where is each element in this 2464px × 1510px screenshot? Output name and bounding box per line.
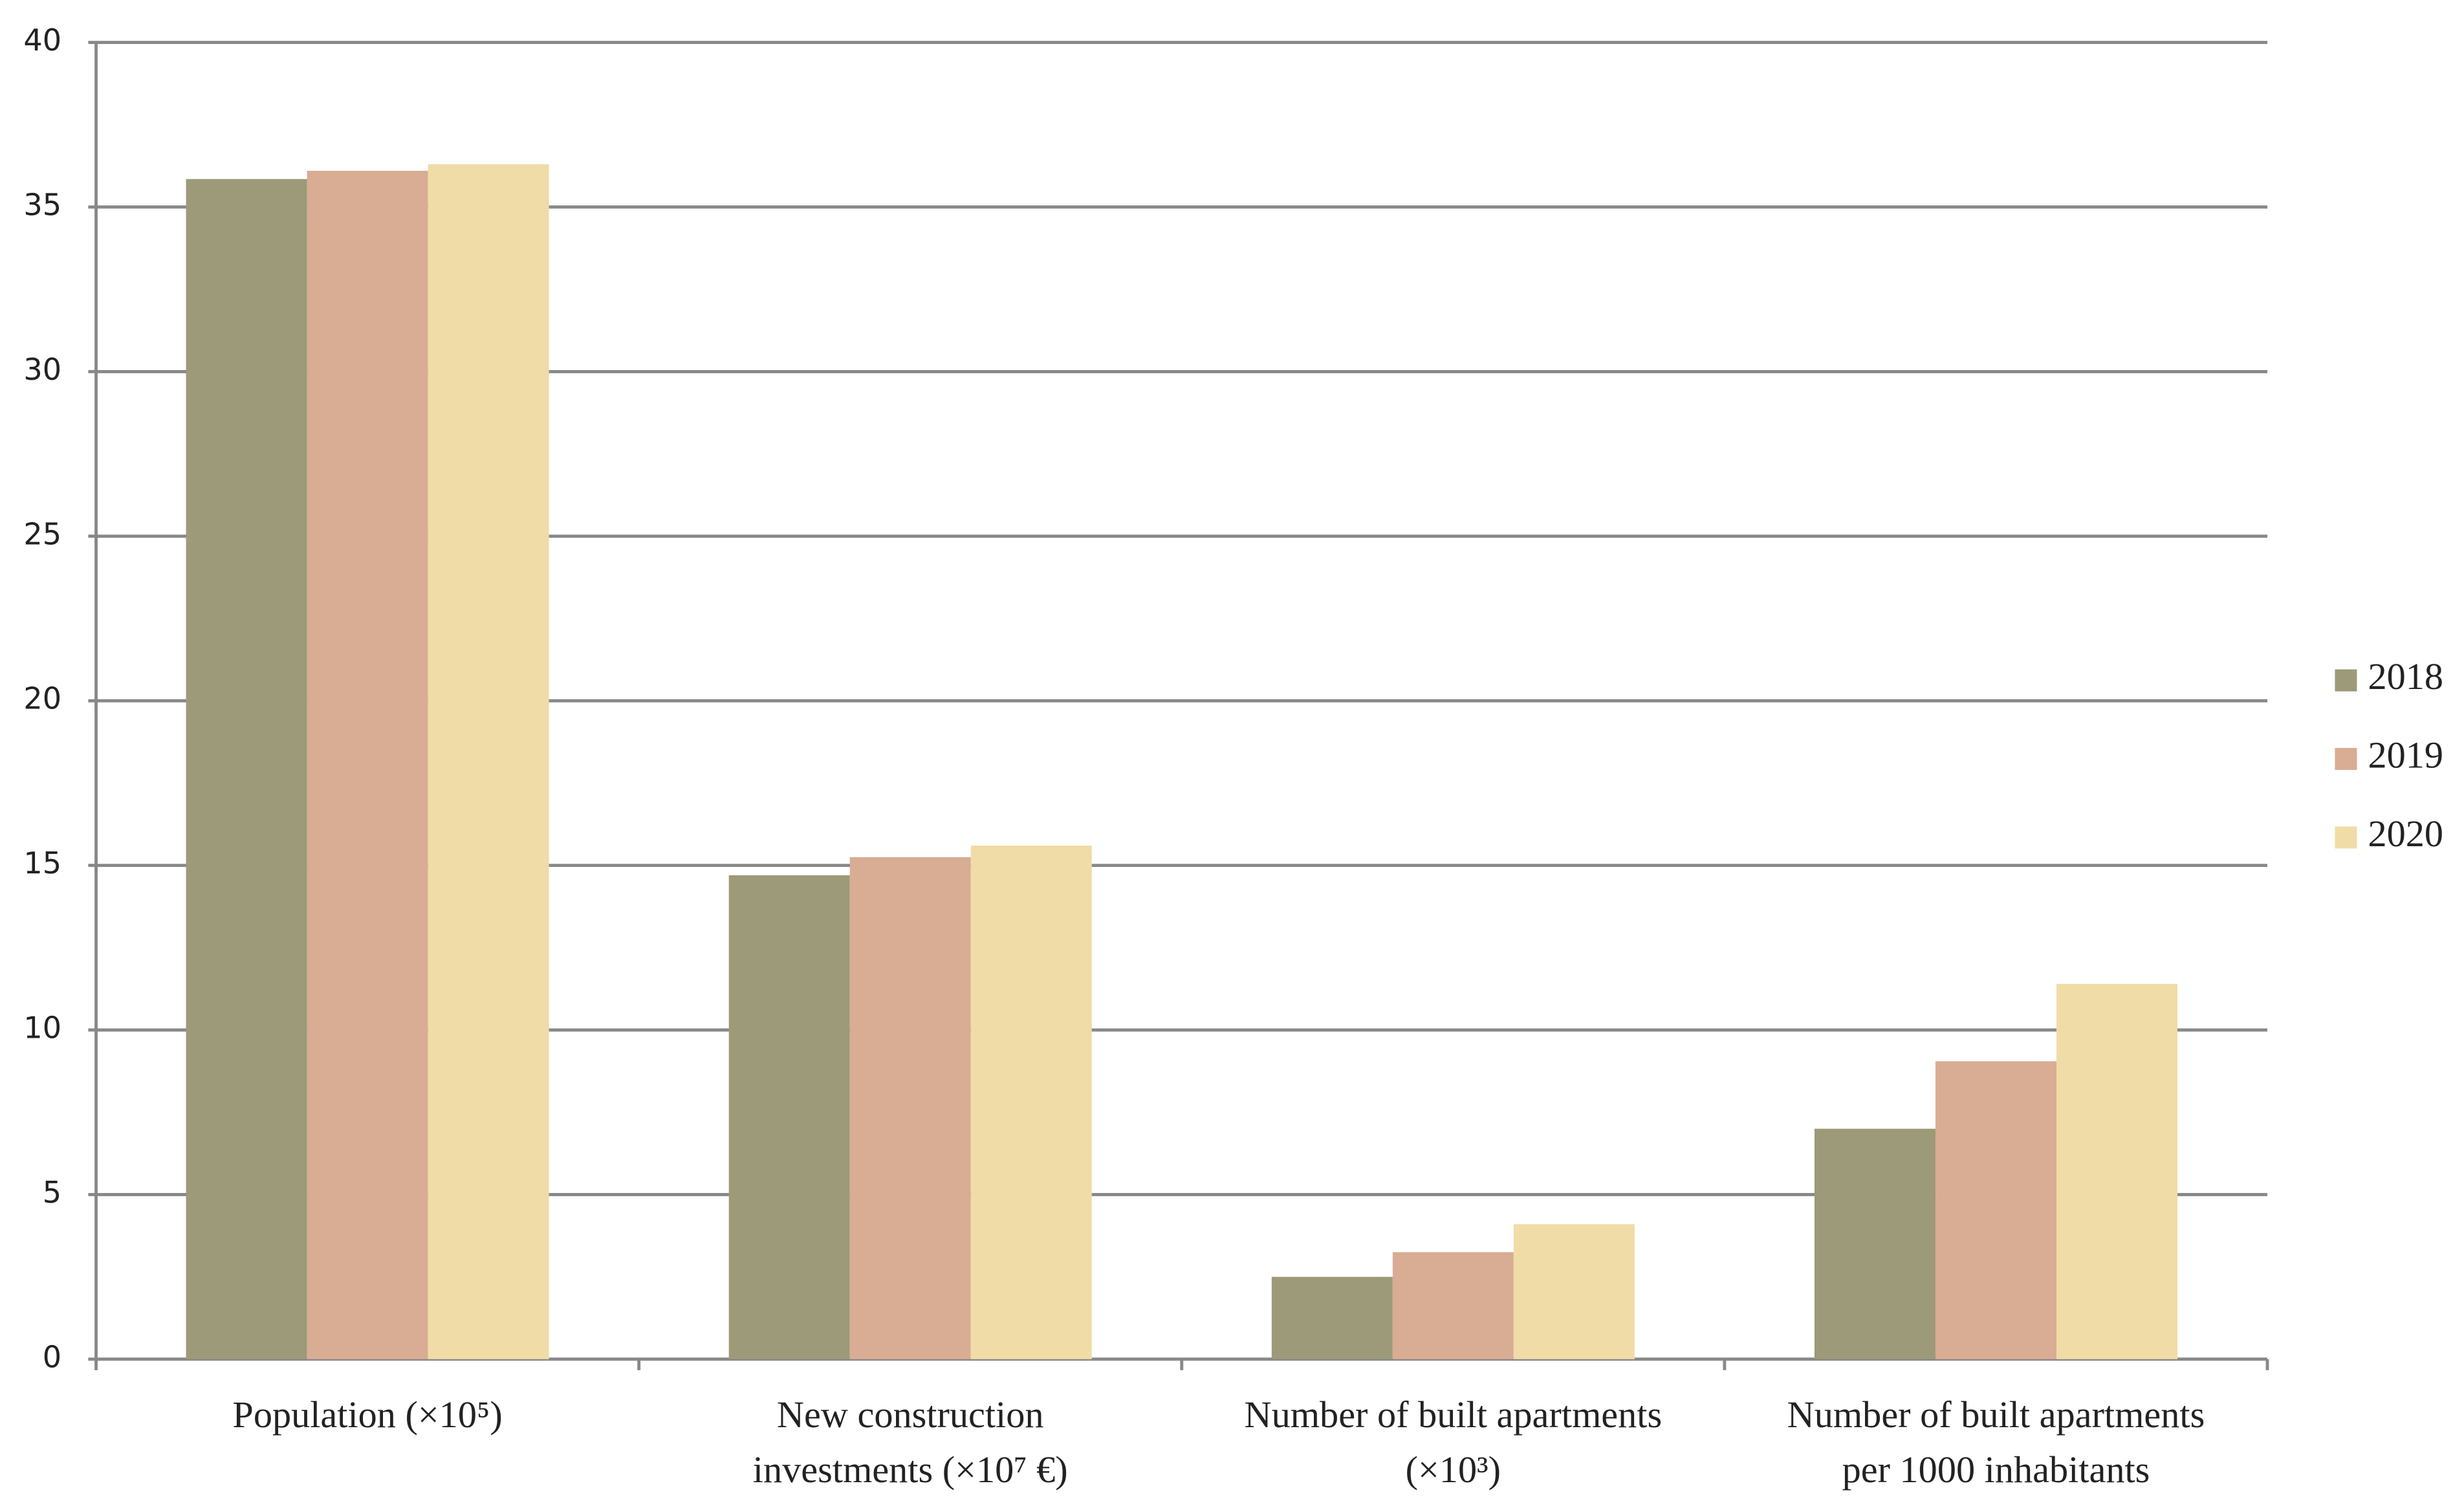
x-tick-label: Number of built apartments per 1000 inhab…: [1787, 1394, 2205, 1491]
x-tick-label-line: investments (×10⁷ €): [753, 1449, 1068, 1491]
x-tick-label-line: Number of built apartments: [1245, 1394, 1663, 1436]
bar: [2056, 983, 2177, 1359]
bar: [728, 875, 850, 1359]
bar: [1814, 1128, 1935, 1359]
y-tick-label: 25: [23, 516, 61, 551]
legend-swatch: [2335, 826, 2357, 849]
bar: [849, 857, 971, 1359]
x-tick-label: New construction investments (×10⁷ €): [753, 1394, 1068, 1491]
y-tick-label: 30: [23, 352, 61, 387]
x-tick-label: Population (×10⁵): [232, 1394, 502, 1436]
x-tick-label-line: New construction: [777, 1394, 1044, 1436]
x-tick-label-line: per 1000 inhabitants: [1842, 1449, 2150, 1491]
y-tick-label: 0: [43, 1339, 61, 1374]
legend-label: 2018: [2368, 655, 2443, 697]
y-tick-label: 35: [23, 187, 61, 222]
y-tick-label: 20: [23, 681, 61, 716]
legend-swatch: [2335, 748, 2357, 771]
y-tick-label: 15: [23, 846, 61, 881]
y-tick-label: 10: [23, 1011, 61, 1045]
x-tick-label-line: (×10³): [1406, 1449, 1501, 1491]
legend-swatch: [2335, 669, 2357, 692]
y-tick-label: 5: [43, 1175, 61, 1210]
x-tick-label-line: Population (×10⁵): [232, 1394, 502, 1436]
bar: [1935, 1061, 2056, 1359]
legend-label: 2020: [2368, 813, 2443, 855]
bar: [307, 171, 428, 1359]
legend-label: 2019: [2368, 734, 2443, 776]
bar: [1271, 1276, 1393, 1359]
bar: [1392, 1252, 1514, 1359]
bar: [186, 179, 307, 1359]
x-tick-label: Number of built apartments (×10³): [1245, 1394, 1663, 1491]
x-tick-label-line: Number of built apartments: [1787, 1394, 2205, 1436]
y-tick-label: 40: [23, 23, 61, 58]
bar: [970, 846, 1092, 1359]
bar: [428, 164, 549, 1359]
bar: [1513, 1224, 1635, 1359]
